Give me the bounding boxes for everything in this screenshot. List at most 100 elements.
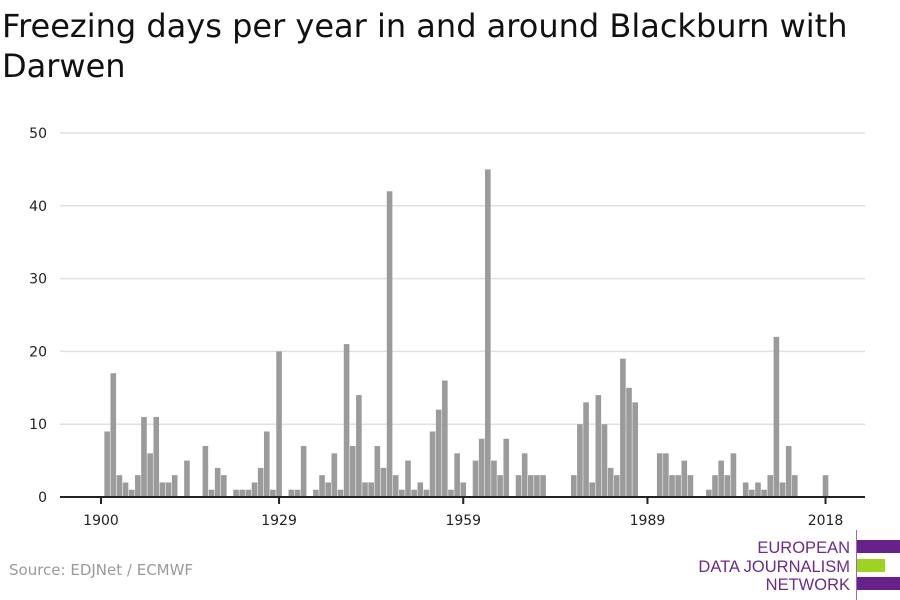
bar-1914	[184, 460, 190, 497]
bar-2012	[785, 446, 792, 497]
bar-1929	[276, 351, 282, 497]
bar-2018	[822, 475, 829, 497]
bar-1941	[349, 446, 356, 497]
bar-1996	[687, 475, 694, 497]
bar-1937	[325, 482, 331, 497]
edjnet-logo[interactable]: EUROPEAN DATA JOURNALISM NETWORK	[698, 530, 900, 600]
bar-1984	[613, 475, 620, 497]
bar-1987	[632, 402, 638, 497]
x-tick-label: 1900	[83, 513, 119, 529]
source-note: Source: EDJNet / ECMWF	[9, 561, 194, 579]
bar-1904	[122, 482, 129, 497]
bar-1963	[485, 169, 491, 497]
bar-1920	[221, 475, 227, 497]
bar-1979	[583, 402, 589, 497]
bar-2013	[792, 475, 798, 497]
bar-1910	[159, 482, 166, 497]
bar-1981	[595, 395, 602, 497]
y-tick-label: 20	[29, 344, 47, 360]
bar-1949	[399, 489, 405, 497]
bar-2011	[779, 482, 786, 497]
bar-1972	[540, 475, 546, 497]
y-tick-label: 50	[29, 126, 47, 142]
bar-1911	[165, 482, 172, 497]
chart-title: Freezing days per year in and around Bla…	[2, 7, 848, 85]
y-tick-label: 0	[38, 490, 47, 506]
bar-1986	[626, 387, 632, 497]
bar-1905	[128, 489, 135, 497]
bar-1993	[669, 475, 675, 497]
bar-1931	[288, 489, 295, 497]
logo-bar-green	[857, 559, 885, 572]
bar-2009	[767, 475, 774, 497]
bar-1982	[601, 424, 608, 497]
bar-1926	[257, 467, 264, 497]
bar-1978	[577, 424, 583, 497]
bar-1959	[460, 482, 467, 497]
bar-1992	[663, 453, 669, 497]
bar-1983	[607, 467, 614, 497]
bar-1955	[435, 409, 442, 497]
bar-2006	[749, 489, 755, 497]
bar-1938	[331, 453, 338, 497]
bar-1994	[675, 475, 681, 497]
bar-1927	[263, 431, 270, 497]
x-tick-label: 1929	[261, 513, 297, 529]
bar-1907	[141, 416, 147, 497]
bar-1966	[503, 438, 510, 497]
bar-2003	[730, 453, 737, 497]
bar-1944	[368, 482, 374, 497]
bar-1935	[313, 489, 319, 497]
bar-1936	[319, 475, 325, 497]
bar-2010	[773, 336, 780, 497]
x-tick-label: 2018	[808, 513, 844, 529]
bar-1923	[239, 489, 246, 497]
bar-1951	[411, 489, 417, 497]
logo-line-1: EUROPEAN	[757, 539, 850, 557]
bar-1928	[270, 489, 276, 497]
bar-2000	[712, 475, 718, 497]
bar-1902	[110, 373, 117, 497]
bar-1958	[454, 453, 460, 497]
bar-1908	[147, 453, 153, 497]
bar-1940	[343, 344, 350, 497]
bar-1962	[478, 438, 485, 497]
bar-1947	[386, 191, 393, 498]
bar-2002	[724, 475, 731, 497]
bar-1991	[656, 453, 663, 497]
bar-2005	[742, 482, 749, 497]
bar-1950	[405, 460, 411, 497]
bar-1985	[620, 358, 626, 497]
bar-1946	[380, 467, 387, 497]
bar-1961	[472, 460, 479, 497]
y-tick-label: 30	[29, 272, 47, 288]
bar-1901	[104, 431, 110, 497]
bar-1942	[356, 395, 362, 497]
gridlines	[60, 132, 865, 425]
bar-1932	[294, 489, 301, 497]
logo-bar-purple-bottom	[857, 577, 900, 590]
logo-line-2: DATA JOURNALISM	[698, 558, 850, 576]
bar-1939	[337, 489, 344, 497]
x-tick-label: 1989	[630, 513, 666, 529]
bar-1912	[171, 475, 178, 497]
y-tick-label: 10	[29, 417, 47, 433]
bar-1969	[521, 453, 528, 497]
bar-1919	[214, 467, 221, 497]
y-tick-label: 40	[29, 199, 47, 215]
bar-1924	[245, 489, 252, 497]
bar-1977	[570, 475, 577, 497]
bar-1965	[497, 475, 503, 497]
logo-line-3: NETWORK	[765, 576, 850, 594]
bar-1909	[153, 416, 160, 497]
logo-bar-purple-top	[857, 540, 900, 553]
bar-1999	[706, 489, 712, 497]
x-tick-label: 1959	[445, 513, 481, 529]
bar-1917	[202, 446, 209, 497]
y-axis-labels: 0 10 20 30 40 50	[29, 126, 47, 506]
x-axis: 1900 1929 1959 1989 2018	[60, 496, 865, 529]
bar-1954	[429, 431, 436, 497]
bar-1964	[491, 460, 497, 497]
bar-1970	[528, 475, 534, 497]
